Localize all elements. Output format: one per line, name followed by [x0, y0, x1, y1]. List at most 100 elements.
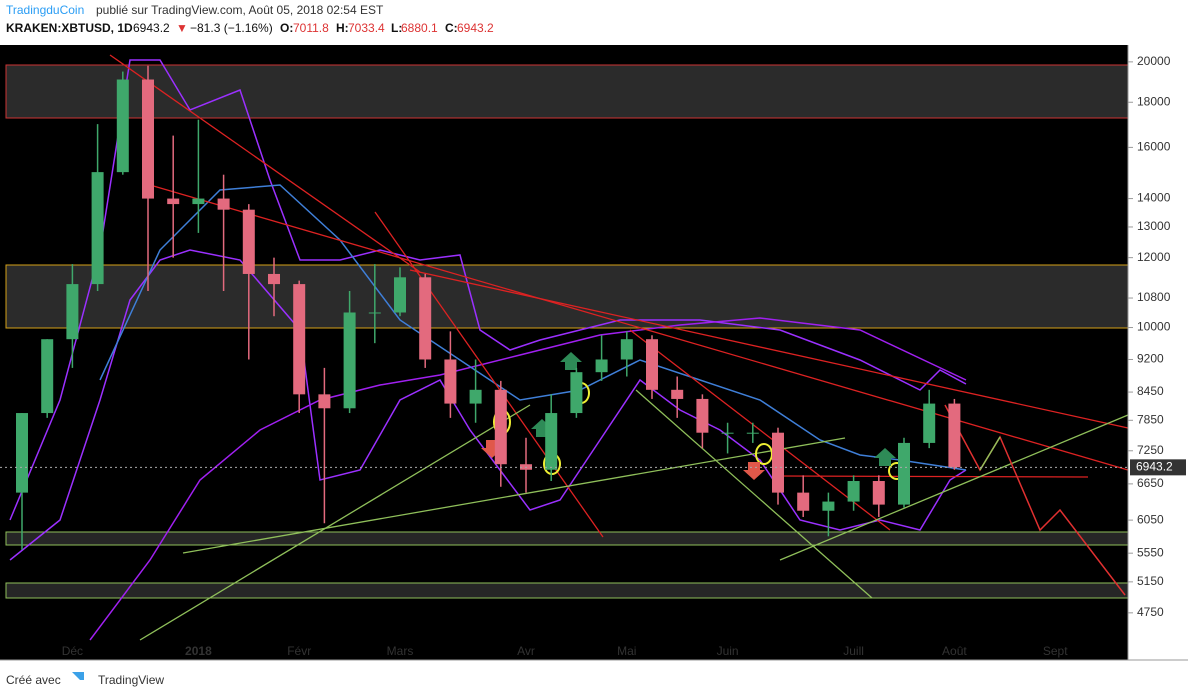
y-tick-label: 4750: [1137, 605, 1164, 619]
x-tick-label: Avr: [517, 644, 535, 658]
trend-line: [779, 414, 1129, 561]
x-tick-label: Juin: [717, 644, 739, 658]
y-tick-label: 13000: [1137, 219, 1171, 233]
x-tick-label: Mai: [617, 644, 636, 658]
x-tick-label: Août: [942, 644, 967, 658]
x-tick-label: Mars: [387, 644, 414, 658]
candle-body: [494, 389, 507, 465]
footer-created: Créé avec: [6, 673, 61, 687]
projection: [979, 436, 1001, 471]
y-tick-label: 20000: [1137, 54, 1171, 68]
candle-body: [746, 432, 759, 434]
price-axis: [1128, 45, 1188, 660]
footer-brand[interactable]: TradingView: [98, 673, 164, 687]
author[interactable]: TradingduCoin: [6, 3, 84, 17]
o-label: O:: [280, 21, 293, 35]
trend-line: [182, 437, 846, 554]
h-label: H:: [336, 21, 349, 35]
y-tick-label: 6650: [1137, 476, 1164, 490]
published: publié sur TradingView.com, Août 05, 201…: [96, 3, 384, 17]
candle-body: [923, 403, 936, 443]
last-price-label: 6943.2: [1136, 460, 1173, 474]
y-tick-label: 5550: [1137, 545, 1164, 559]
candle-body: [16, 413, 28, 493]
l-label: L:: [391, 21, 402, 35]
candle-body: [620, 339, 633, 360]
last: 6943.2: [133, 21, 170, 35]
y-tick-label: 7250: [1137, 443, 1164, 457]
y-tick-label: 8450: [1137, 384, 1164, 398]
candle-body: [368, 312, 381, 314]
trend-line: [629, 329, 891, 531]
h: 7033.4: [348, 21, 385, 35]
candle-body: [646, 339, 658, 390]
y-tick-label: 6050: [1137, 512, 1164, 526]
projection: [944, 404, 1126, 596]
candle-body: [772, 432, 784, 493]
trend-line: [149, 184, 1129, 471]
candle-body: [242, 209, 255, 274]
arrow-up: [560, 352, 582, 370]
l: 6880.1: [401, 21, 438, 35]
trend-line: [779, 475, 1089, 478]
zone: [5, 264, 1129, 329]
band: [9, 249, 967, 561]
trend-line: [409, 269, 1129, 429]
candle-body: [847, 481, 860, 502]
y-tick-label: 10000: [1137, 320, 1171, 334]
plot: [0, 45, 1129, 660]
logo: [72, 672, 90, 680]
x-tick-label: Juill: [843, 644, 864, 658]
candle-body: [91, 172, 104, 285]
candle-body: [318, 394, 331, 409]
y-tick-label: 10800: [1137, 290, 1171, 304]
candle-body: [116, 79, 129, 173]
candle-body: [545, 413, 558, 470]
y-tick-label: 18000: [1137, 94, 1171, 108]
candle-body: [268, 273, 280, 285]
c: 6943.2: [457, 21, 494, 35]
c-label: C:: [445, 21, 458, 35]
arrow-up: [874, 448, 896, 466]
o: 7011.8: [293, 21, 329, 35]
candle-body: [469, 389, 482, 404]
zone: [5, 582, 1129, 599]
x-tick-label: Févr: [287, 644, 311, 658]
x-tick-label: 2018: [185, 644, 212, 658]
candle-body: [192, 198, 205, 205]
candle-body: [671, 389, 684, 399]
candle-body: [394, 277, 406, 313]
candle-body: [293, 284, 306, 395]
trend-line: [374, 211, 604, 538]
x-tick-label: Sept: [1043, 644, 1068, 658]
y-tick-label: 12000: [1137, 250, 1171, 264]
plot-area: [0, 45, 1128, 660]
y-tick-label: 7850: [1137, 412, 1164, 426]
candle-body: [343, 312, 356, 409]
zone: [5, 64, 1129, 119]
candle-body: [444, 359, 457, 404]
candle-body: [142, 79, 154, 199]
candle-body: [217, 198, 230, 210]
change: −81.3 (−1.16%): [190, 21, 273, 35]
candle-body: [419, 277, 432, 360]
symbol: KRAKEN:XBTUSD, 1D: [6, 21, 133, 35]
candle-body: [66, 284, 79, 340]
candle-body: [570, 372, 583, 414]
candle-body: [948, 403, 961, 468]
moving-average: [99, 184, 967, 471]
candle-body: [822, 501, 835, 511]
moving-average: [89, 317, 967, 641]
arrow: ▼: [176, 21, 188, 35]
trend-line: [139, 404, 531, 641]
trend-line: [635, 389, 873, 599]
last-price-box: [1130, 459, 1186, 476]
y-tick-label: 5150: [1137, 574, 1164, 588]
candle-body: [595, 359, 608, 373]
trend-line: [109, 54, 421, 273]
y-tick-label: 14000: [1137, 191, 1171, 205]
zone: [5, 531, 1129, 546]
candle-body: [696, 398, 709, 433]
band: [9, 59, 967, 521]
